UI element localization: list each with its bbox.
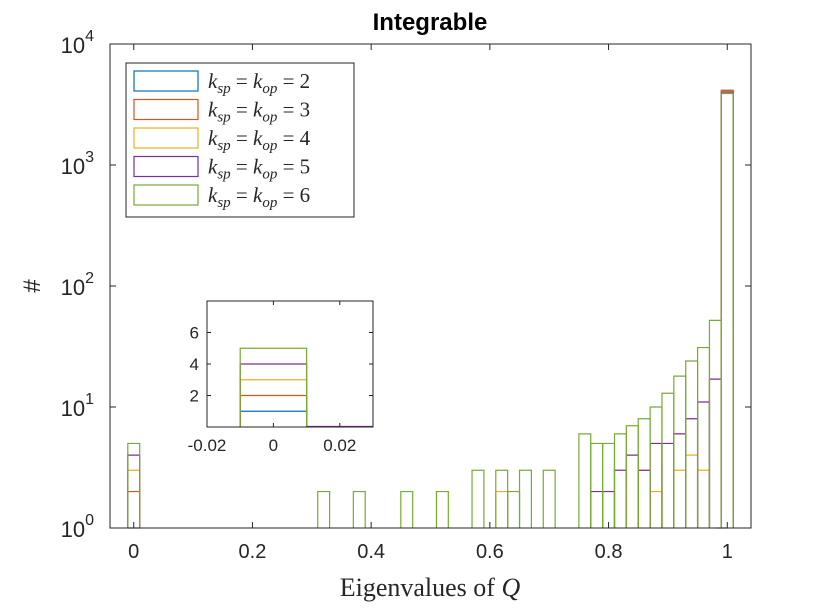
y-tick-label: 102 xyxy=(61,270,94,300)
x-tick-label: 0 xyxy=(128,541,139,563)
legend-swatch xyxy=(133,127,199,149)
x-axis-label-var: Q xyxy=(501,573,520,602)
legend-label: ksp = kop = 6 xyxy=(208,183,310,211)
histogram-bar xyxy=(400,490,414,528)
legend-swatch xyxy=(133,184,199,206)
histogram-bar xyxy=(352,490,366,528)
x-tick-label: 1 xyxy=(722,541,733,563)
y-tick-label: 100 xyxy=(61,512,94,542)
legend-label: ksp = kop = 4 xyxy=(208,126,311,154)
legend-item: ksp = kop = 6 xyxy=(133,183,310,211)
main-ticks: 0 0.2 0.4 0.6 0.8 1 100 101 102 103 104 xyxy=(61,28,752,563)
inset-x-tick-label: 0.02 xyxy=(323,436,356,455)
histogram-bar xyxy=(518,469,532,528)
legend-box xyxy=(125,62,355,218)
legend-item: ksp = kop = 3 xyxy=(133,98,310,126)
x-tick-label: 0.6 xyxy=(476,541,504,563)
y-tick-label: 103 xyxy=(61,149,94,179)
x-axis-label-text: Eigenvalues of xyxy=(340,573,502,602)
legend-label: ksp = kop = 5 xyxy=(208,155,310,183)
main-series-group xyxy=(127,89,734,529)
histogram-bar xyxy=(127,442,141,528)
legend-label: ksp = kop = 2 xyxy=(208,69,310,97)
histogram-bar xyxy=(471,469,485,528)
inset-x-tick-label: -0.02 xyxy=(188,436,227,455)
inset-y-tick-label: 4 xyxy=(190,355,199,374)
legend-label: ksp = kop = 3 xyxy=(208,98,310,126)
chart-title: Integrable xyxy=(373,9,488,36)
inset-y-tick-label: 2 xyxy=(190,387,199,406)
histogram-bar xyxy=(542,469,556,528)
legend-item: ksp = kop = 5 xyxy=(133,155,310,183)
x-tick-label: 0.2 xyxy=(239,541,267,563)
legend-item: ksp = kop = 4 xyxy=(133,126,311,154)
y-tick-label: 101 xyxy=(61,391,94,421)
inset-y-tick-label: 6 xyxy=(190,324,199,343)
x-axis-label: Eigenvalues of Q xyxy=(340,573,521,602)
inset-x-tick-label: 0 xyxy=(269,436,278,455)
legend-swatch xyxy=(133,98,199,121)
histogram-bar xyxy=(435,490,449,528)
y-tick-label: 104 xyxy=(61,28,94,58)
inset-bar-5 xyxy=(239,347,308,427)
inset-chart: -0.02 0 0.02 2 4 6 xyxy=(188,300,374,455)
histogram-bar xyxy=(720,92,734,528)
x-tick-label: 0.4 xyxy=(357,541,385,563)
series-5 xyxy=(127,92,734,528)
legend-swatch xyxy=(133,70,199,92)
histogram-bar xyxy=(317,490,331,528)
legend-item: ksp = kop = 2 xyxy=(133,69,310,97)
x-tick-label: 0.8 xyxy=(595,541,623,563)
legend-swatch xyxy=(133,155,199,178)
y-axis-label: # xyxy=(19,279,46,293)
